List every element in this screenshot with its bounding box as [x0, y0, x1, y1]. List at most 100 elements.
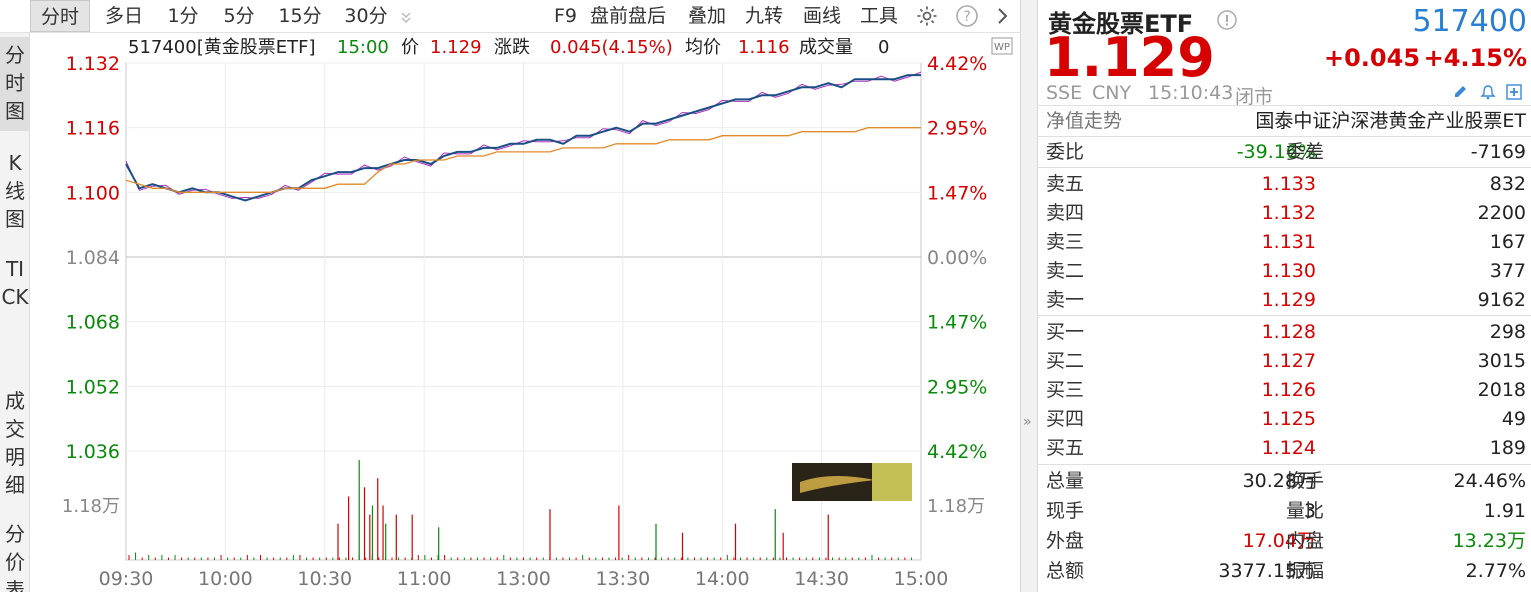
- vtab-tick[interactable]: TICK: [1, 257, 29, 309]
- vtab-price-table[interactable]: 分价表: [5, 522, 25, 592]
- f9-button[interactable]: F9: [554, 5, 578, 27]
- jiuzhuan-button[interactable]: 九转: [745, 5, 784, 27]
- tab-15min[interactable]: 15分: [278, 5, 322, 27]
- info-change: 0.045(4.15%): [550, 37, 673, 58]
- tab-fenshi[interactable]: 分时: [30, 0, 90, 32]
- intraday-chart[interactable]: 517400[黄金股票ETF] 15:00 价 1.129 涨跌 0.045(4…: [30, 33, 1020, 592]
- gear-icon[interactable]: [915, 4, 939, 28]
- bid-label: 买二: [1046, 350, 1085, 372]
- info-icon[interactable]: [1216, 9, 1238, 31]
- bid-label: 买五: [1046, 437, 1085, 459]
- bid-row[interactable]: 买一 1.128 298: [1046, 318, 1526, 347]
- bid-row[interactable]: 买三 1.126 2018: [1046, 376, 1526, 405]
- edit-icon[interactable]: [1452, 84, 1468, 100]
- panel-divider[interactable]: »: [1020, 0, 1038, 592]
- stat-label: 现手: [1046, 500, 1085, 522]
- tab-5min[interactable]: 5分: [223, 5, 255, 27]
- bid-volume: 2018: [1477, 379, 1526, 401]
- ask-label: 卖四: [1046, 202, 1085, 224]
- stat-value-2: 13.23万: [1452, 530, 1526, 552]
- wp-badge-text: WP: [994, 42, 1010, 53]
- bid-row[interactable]: 买五 1.124 189: [1046, 434, 1526, 463]
- info-price-label: 价: [401, 37, 419, 58]
- bid-volume: 298: [1489, 321, 1526, 343]
- x-tick-label: 15:00: [894, 568, 949, 590]
- stat-value-2: 24.46%: [1453, 470, 1526, 492]
- ask-row[interactable]: 卖五 1.133 832: [1046, 170, 1526, 199]
- vtab-fenshi[interactable]: 分时图: [0, 37, 30, 131]
- wp-badge[interactable]: WP: [991, 37, 1013, 55]
- stat-label: 总量: [1046, 470, 1085, 492]
- weibi-value: -39.16%: [1236, 141, 1316, 163]
- ask-volume: 9162: [1477, 289, 1526, 311]
- x-tick-label: 13:30: [595, 568, 650, 590]
- nav-row[interactable]: 净值走势 国泰中证沪深港黄金产业股票ET: [1046, 107, 1526, 136]
- x-tick-label: 11:00: [397, 568, 452, 590]
- bell-icon[interactable]: [1480, 84, 1496, 100]
- nav-label: 净值走势: [1046, 110, 1123, 132]
- price-lines: [125, 71, 922, 202]
- price-line: [125, 74, 921, 202]
- chart-toolbar: 分时 多日 1分 5分 15分 30分 F9 盘前盘后 叠加 九转 画线 工具 …: [0, 0, 1020, 33]
- stats-row: 外盘 17.04万 内盘 13.23万: [1046, 527, 1526, 556]
- premarket-button[interactable]: 盘前盘后: [590, 5, 667, 27]
- svg-text:?: ?: [963, 9, 970, 25]
- bid-volume: 3015: [1477, 350, 1526, 372]
- x-tick-label: 10:00: [198, 568, 253, 590]
- stat-label-2: 量比: [1286, 500, 1325, 522]
- stat-value: 17.04万: [1242, 530, 1316, 552]
- stock-code: 517400: [1412, 4, 1527, 39]
- ask-row[interactable]: 卖三 1.131 167: [1046, 228, 1526, 257]
- overlay-button[interactable]: 叠加: [688, 5, 727, 27]
- x-tick-label: 14:00: [695, 568, 750, 590]
- bid-price: 1.128: [1261, 321, 1316, 343]
- ask-price: 1.130: [1261, 260, 1316, 282]
- bid-price: 1.127: [1261, 350, 1316, 372]
- tab-30min[interactable]: 30分: [344, 5, 388, 27]
- ask-price: 1.129: [1261, 289, 1316, 311]
- tools-button[interactable]: 工具: [860, 5, 899, 27]
- add-icon[interactable]: [1506, 84, 1522, 100]
- vtab-kline[interactable]: K线图: [5, 151, 25, 231]
- ask-row[interactable]: 卖四 1.132 2200: [1046, 199, 1526, 228]
- ask-row[interactable]: 卖二 1.130 377: [1046, 257, 1526, 286]
- chevron-right-icon[interactable]: [990, 4, 1014, 28]
- bid-row[interactable]: 买四 1.125 49: [1046, 405, 1526, 434]
- currency: CNY: [1092, 82, 1132, 104]
- y-tick-label: 1.052: [66, 376, 120, 398]
- ask-row[interactable]: 卖一 1.129 9162: [1046, 286, 1526, 315]
- dropdown-icon[interactable]: [400, 8, 412, 24]
- bid-price: 1.126: [1261, 379, 1316, 401]
- draw-line-button[interactable]: 画线: [803, 5, 842, 27]
- expand-chevron-icon[interactable]: »: [1023, 414, 1032, 430]
- info-time: 15:00: [337, 37, 389, 58]
- y-axis-ticks: 1.132 4.42% 1.116 2.95% 1.100 1.47% 1.084 0.00%…: [66, 53, 988, 463]
- y-tick-pct-label: 1.47%: [927, 312, 987, 334]
- ask-price: 1.133: [1261, 173, 1316, 195]
- video-thumbnail[interactable]: [792, 463, 912, 501]
- avg-price-line: [125, 127, 921, 193]
- stat-value: 3: [1303, 500, 1316, 522]
- info-change-label: 涨跌: [494, 37, 530, 58]
- ask-volume: 167: [1489, 231, 1526, 253]
- weibi-row: 委比 -39.16% 委差 -7169: [1046, 138, 1526, 167]
- info-avg-label: 均价: [685, 37, 721, 58]
- tab-duori[interactable]: 多日: [104, 5, 143, 27]
- stat-value-2: 1.91: [1483, 500, 1526, 522]
- weicha-label: 委差: [1286, 141, 1325, 163]
- bid-row[interactable]: 买二 1.127 3015: [1046, 347, 1526, 376]
- ask-price: 1.132: [1261, 202, 1316, 224]
- change-percent: +4.15%: [1423, 44, 1527, 72]
- x-tick-label: 09:30: [99, 568, 154, 590]
- volume-tick-right: 1.18万: [927, 496, 985, 517]
- info-avg: 1.116: [738, 37, 790, 58]
- x-axis-ticks: 09:30 10:00 10:30 11:00 13:00 13:30 14:00 14:30…: [99, 568, 949, 590]
- exchange: SSE: [1046, 82, 1083, 104]
- bid-label: 买三: [1046, 379, 1085, 401]
- help-icon[interactable]: ?: [955, 4, 979, 28]
- vtab-deals[interactable]: 成交明细: [5, 389, 25, 497]
- weicha-value: -7169: [1470, 141, 1526, 163]
- tab-1min[interactable]: 1分: [167, 5, 199, 27]
- compare-line: [125, 71, 922, 199]
- ask-label: 卖一: [1046, 289, 1085, 311]
